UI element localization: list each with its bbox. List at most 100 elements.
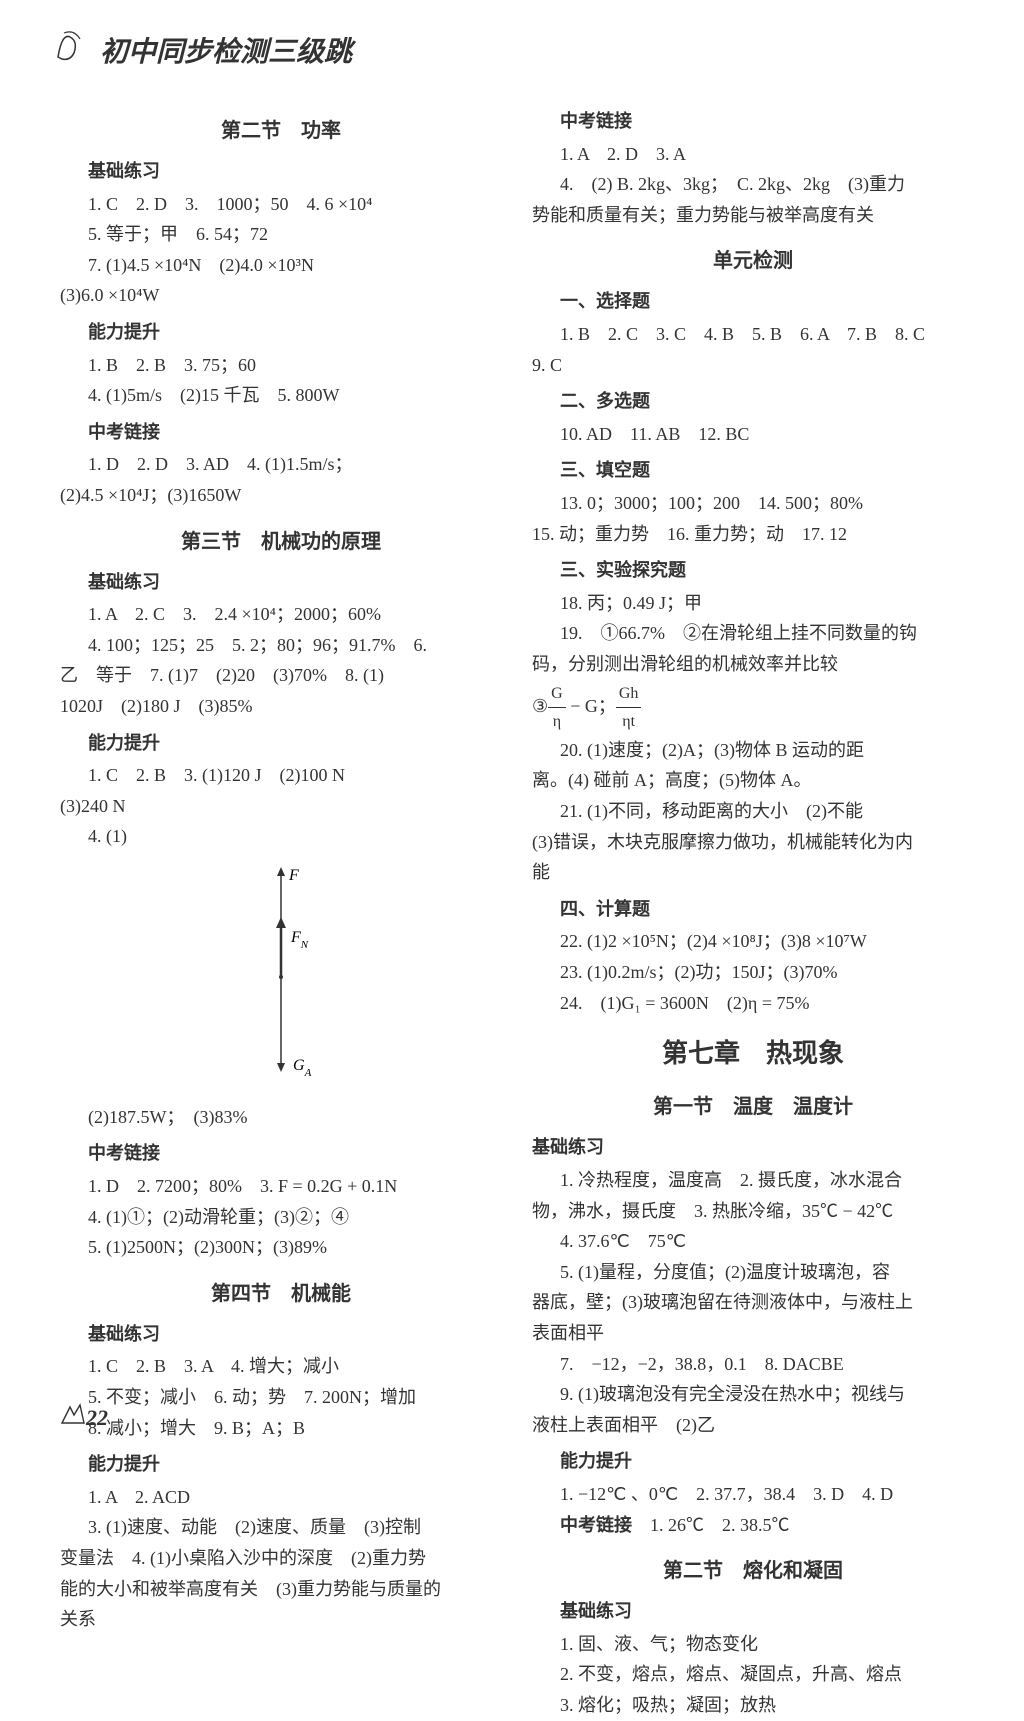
zk-heading: 中考链接 [88, 417, 502, 448]
page-number: 22 [60, 1403, 108, 1431]
answer-line: 1. A 2. ACD [88, 1482, 502, 1513]
sec2r-title: 第二节 熔化和凝固 [532, 1554, 974, 1588]
answer-line: 1. B 2. B 3. 75；60 [88, 350, 502, 381]
basic-heading: 基础练习 [560, 1596, 974, 1627]
label-f: F [288, 867, 299, 884]
answer-line: 1. C 2. B 3. (1)120 J (2)100 N [88, 760, 502, 791]
answer-line: 4. (1)5m/s (2)15 千瓦 5. 800W [88, 380, 502, 411]
answer-line: (2)4.5 ×10⁴J；(3)1650W [60, 480, 502, 511]
answer-line: 15. 动；重力势 16. 重力势；动 17. 12 [532, 519, 974, 550]
answer-line: 3. 熔化；吸热；凝固；放热 [560, 1690, 974, 1721]
answer-line: 5. 不变；减小 6. 动；势 7. 200N；增加 [88, 1382, 502, 1413]
answer-line: 器底，壁；(3)玻璃泡留在待测液体中，与液柱上 [532, 1287, 974, 1318]
answer-line: 离。(4) 碰前 A；高度；(5)物体 A。 [532, 765, 974, 796]
ch7-sec1-title: 第一节 温度 温度计 [532, 1090, 974, 1124]
ch7-chapter: 第七章 热现象 [532, 1032, 974, 1076]
answer-line: 乙 等于 7. (1)7 (2)20 (3)70% 8. (1) [60, 660, 502, 691]
answer-line: 1. C 2. D 3. 1000；50 4. 6 ×10⁴ [88, 189, 502, 220]
answer-line: 5. (1)量程，分度值；(2)温度计玻璃泡，容 [560, 1257, 974, 1288]
fraction-2: Ghηt [616, 680, 642, 735]
answer-line: 码，分别测出滑轮组的机械效率并比较 [532, 649, 974, 680]
zk-heading: 中考链接 [88, 1138, 502, 1169]
answer-line: 9. (1)玻璃泡没有完全浸没在热水中；视线与 [560, 1379, 974, 1410]
answer-line: 21. (1)不同，移动距离的大小 (2)不能 [560, 796, 974, 827]
answer-line: 7. (1)4.5 ×10⁴N (2)4.0 ×10³N [88, 250, 502, 281]
frac-mid: − G； [566, 695, 616, 715]
header-title: 初中同步检测三级跳 [100, 37, 352, 68]
answer-line: (3)错误，木块克服摩擦力做功，机械能转化为内 [532, 827, 974, 858]
page-ornament-icon [60, 1403, 86, 1425]
unit-title: 单元检测 [532, 244, 974, 278]
fraction-1: Gη [548, 680, 566, 735]
answer-line: 4. (2) B. 2kg、3kg； C. 2kg、2kg (3)重力 [560, 169, 974, 200]
s1-heading: 一、选择题 [560, 286, 974, 317]
answer-line: 22. (1)2 ×10⁵N；(2)4 ×10⁸J；(3)8 ×10⁷W [560, 926, 974, 957]
page-header: 初中同步检测三级跳 [60, 30, 974, 70]
answer-line: 4. (1)①；(2)动滑轮重；(3)②；④ [88, 1202, 502, 1233]
answer-line: 能 [532, 857, 974, 888]
force-diagram: F FN GA [181, 862, 381, 1092]
up-heading: 能力提升 [88, 317, 502, 348]
answer-line: 7. −12，−2，38.8，0.1 8. DACBE [560, 1349, 974, 1380]
answer-line: 关系 [60, 1604, 502, 1635]
basic-heading: 基础练习 [88, 156, 502, 187]
up-heading: 能力提升 [88, 728, 502, 759]
s3-heading: 三、填空题 [560, 455, 974, 486]
answer-line: 4. 100；125；25 5. 2；80；96；91.7% 6. [88, 630, 502, 661]
answer-line: 23. (1)0.2m/s；(2)功；150J；(3)70% [560, 957, 974, 988]
content-columns: 第二节 功率 基础练习 1. C 2. D 3. 1000；50 4. 6 ×1… [60, 100, 974, 1721]
answer-line: 19. ①66.7% ②在滑轮组上挂不同数量的钩 [560, 618, 974, 649]
s2-heading: 二、多选题 [560, 386, 974, 417]
zk-heading: 中考链接 [560, 106, 974, 137]
label-ga: GA [293, 1057, 312, 1079]
answer-line: 20. (1)速度；(2)A；(3)物体 B 运动的距 [560, 735, 974, 766]
answer-line: 1. C 2. B 3. A 4. 增大；减小 [88, 1351, 502, 1382]
answer-line: 液柱上表面相平 (2)乙 [532, 1410, 974, 1441]
answer-line: (2)187.5W； (3)83% [88, 1102, 502, 1133]
answer-line: 物，沸水，摄氏度 3. 热胀冷缩，35℃ − 42℃ [532, 1196, 974, 1227]
answer-line: 1. A 2. C 3. 2.4 ×10⁴；2000；60% [88, 599, 502, 630]
answer-line: (3)6.0 ×10⁴W [60, 280, 502, 311]
basic-heading: 基础练习 [532, 1132, 974, 1163]
answer-line: 2. 不变，熔点，熔点、凝固点，升高、熔点 [560, 1659, 974, 1690]
answer-line: 表面相平 [532, 1318, 974, 1349]
sec4-title: 第四节 机械能 [60, 1277, 502, 1311]
answer-line: 能的大小和被举高度有关 (3)重力势能与质量的 [60, 1574, 502, 1605]
answer-line: 1020J (2)180 J (3)85% [60, 691, 502, 722]
header-ornament-icon [50, 25, 90, 65]
answer-line: 中考链接 1. 26℃ 2. 38.5℃ [560, 1510, 974, 1541]
answer-line: 4. (1) [88, 821, 502, 852]
answer-line: 势能和质量有关；重力势能与被举高度有关 [532, 200, 974, 231]
frac-prefix: ③ [532, 695, 548, 715]
answer-line: 变量法 4. (1)小桌陷入沙中的深度 (2)重力势 [60, 1543, 502, 1574]
s4-heading: 三、实验探究题 [560, 555, 974, 586]
answer-line: 8. 减小；增大 9. B；A；B [88, 1413, 502, 1444]
up-heading: 能力提升 [88, 1449, 502, 1480]
fraction-line: ③Gη − G；Ghηt [532, 680, 974, 735]
answer-line: 9. C [532, 350, 974, 381]
answer-line: 3. (1)速度、动能 (2)速度、质量 (3)控制 [88, 1512, 502, 1543]
answer-line: 18. 丙；0.49 J；甲 [560, 588, 974, 619]
page-number-text: 22 [86, 1405, 108, 1430]
answer-line: 1. D 2. D 3. AD 4. (1)1.5m/s； [88, 449, 502, 480]
up-heading: 能力提升 [560, 1446, 974, 1477]
answer-line: 1. 冷热程度，温度高 2. 摄氏度，冰水混合 [560, 1165, 974, 1196]
answer-line: 1. A 2. D 3. A [560, 139, 974, 170]
s5-heading: 四、计算题 [560, 894, 974, 925]
right-column: 中考链接 1. A 2. D 3. A 4. (2) B. 2kg、3kg； C… [532, 100, 974, 1721]
answer-line: 4. 37.6℃ 75℃ [560, 1226, 974, 1257]
answer-line: (3)240 N [60, 791, 502, 822]
answer-line: 10. AD 11. AB 12. BC [560, 419, 974, 450]
answer-line: 5. (1)2500N；(2)300N；(3)89% [88, 1232, 502, 1263]
sec2-title: 第二节 功率 [60, 114, 502, 148]
sec3-title: 第三节 机械功的原理 [60, 525, 502, 559]
basic-heading: 基础练习 [88, 567, 502, 598]
answer-line: 5. 等于；甲 6. 54；72 [88, 219, 502, 250]
answer-line: 24. (1)G₁ = 3600N (2)η = 75% [560, 988, 974, 1019]
left-column: 第二节 功率 基础练习 1. C 2. D 3. 1000；50 4. 6 ×1… [60, 100, 502, 1721]
answer-line: 13. 0；3000；100；200 14. 500；80% [560, 488, 974, 519]
answer-inline: 1. 26℃ 2. 38.5℃ [650, 1515, 790, 1535]
label-fn: FN [290, 929, 309, 951]
answer-line: 1. −12℃ 、0℃ 2. 37.7，38.4 3. D 4. D [560, 1479, 974, 1510]
answer-line: 1. 固、液、气；物态变化 [560, 1629, 974, 1660]
